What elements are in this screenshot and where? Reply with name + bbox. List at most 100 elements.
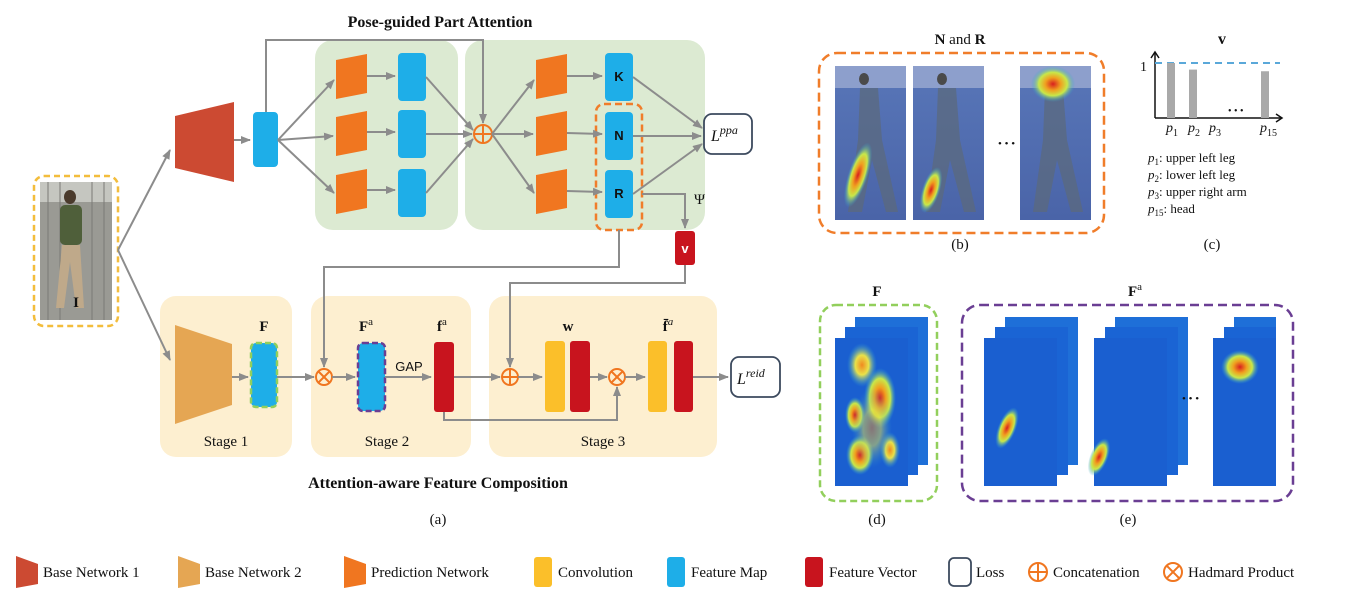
attention-image-3 [1020,66,1091,220]
input-image [40,182,112,320]
c-xlabel-0: p1 [1165,121,1178,139]
c-legend-1: p2: lower left leg [1147,167,1236,184]
concatenation-stage3 [501,368,519,386]
feature-map-1b [398,110,426,158]
c-bar-p1 [1167,63,1175,118]
feature-vector-w [570,341,590,412]
legend-hadamard-product-label: Hadmard Product [1188,565,1295,581]
legend: Base Network 1 Base Network 2 Prediction N… [16,556,1295,588]
panel-b-caption: (b) [951,237,969,253]
input-label: I [73,295,79,311]
attention-image-1 [835,66,906,220]
legend-feature-map-icon [667,557,685,587]
panel-c-axes [1150,50,1284,123]
concatenation-top [473,124,493,144]
panel-c-ellipsis: • • • [1228,106,1244,117]
panel-e-caption: (e) [1120,512,1137,528]
legend-hadamard-icon [1163,562,1183,582]
map-r-label: R [614,186,624,201]
legend-convolution-icon [534,557,552,587]
c-legend-2: p3: upper right arm [1147,184,1247,201]
feature-f-label: F [259,319,268,335]
prediction-network-1c [336,169,367,214]
v-vector [675,231,695,265]
map-n-label: N [614,128,623,143]
gap-label: GAP [395,359,422,374]
legend-prediction-network-label: Prediction Network [371,565,489,581]
attention-panel-2 [465,40,705,230]
panel-c-ytick: 1 [1140,60,1147,75]
legend-base-network-2-icon [178,556,200,588]
stage1-label: Stage 1 [204,434,249,450]
panel-c-chart: v 1 • • • p1 p2 p3 p15 p1: upper left legp2… [1140,31,1284,253]
c-xlabel-3: p15 [1259,121,1277,139]
prediction-network-1a [336,54,367,99]
panel-d-caption: (d) [868,512,886,528]
feature-fa-label: Fa [359,316,373,335]
feature-vector-fbar [674,341,693,412]
panel-e-ellipsis: • • • [1182,393,1199,405]
map-n [605,112,633,160]
stage3-label: Stage 3 [581,434,626,450]
heatmap-stack-fa-2 [1087,317,1188,486]
feature-fbar-label: f̄a [663,316,674,335]
panel-b-frame [817,51,1106,235]
map-k [605,53,633,101]
legend-base-network-1-icon [16,556,38,588]
panel-d-title: F [872,284,881,300]
legend-base-network-2: Base Network 2 [178,556,302,588]
map-k-label: K [614,69,624,84]
stage2-label: Stage 2 [365,434,410,450]
legend-feature-vector-label: Feature Vector [829,565,917,581]
prediction-network-1b [336,111,367,156]
legend-loss: Loss [948,557,1005,587]
panel-c-title: v [1218,31,1226,48]
c-bar-p2 [1189,69,1197,118]
top-section-title: Pose-guided Part Attention [348,14,533,31]
legend-base-network-1: Base Network 1 [16,556,140,588]
loss-reid-box [730,356,781,398]
legend-concatenation-label: Concatenation [1053,565,1140,581]
c-y-arrow [1150,50,1160,59]
panel-d-frame [818,303,939,503]
panel-b-ellipsis: • • • [998,138,1015,150]
c-xlabel-2: p3 [1208,121,1221,139]
loss-reid-label: Lreid [736,366,766,388]
legend-feature-map-label: Feature Map [691,565,767,581]
legend-concatenation: Concatenation [1028,562,1140,582]
feature-fa-vec-label: fa [437,316,447,335]
c-legend-3: p15: head [1147,201,1195,218]
convolution-fbar [648,341,667,412]
heatmap-stack-fa-3 [1213,317,1276,486]
panel-e-title: Fa [1128,281,1142,300]
feature-map-1c [398,169,426,217]
map-r [605,170,633,218]
feature-map-fa [356,341,387,413]
legend-feature-vector: Feature Vector [805,557,917,587]
panel-c-bars [1167,63,1269,118]
attention-image-2 [913,66,984,220]
heatmap-stack-fa-1 [984,317,1078,486]
arrows [117,39,729,421]
feature-vector-fa [434,342,454,412]
panel-b-title: N and R [935,32,986,48]
bottom-section-title: Attention-aware Feature Composition [308,475,568,492]
legend-base-network-2-label: Base Network 2 [205,565,302,581]
c-xlabel-1: p2 [1187,121,1200,139]
legend-loss-icon [948,557,972,587]
legend-feature-vector-icon [805,557,823,587]
legend-prediction-network-icon [344,556,366,588]
loss-ppa-label: Lppa [710,123,738,145]
base-network-2 [175,325,232,424]
panel-e-frame [960,303,1295,503]
legend-base-network-1-label: Base Network 1 [43,565,140,581]
c-x-arrow [1275,113,1284,123]
psi-label: Ψ [694,192,706,208]
prediction-network-2a [536,54,567,99]
heatmap-stack-f [835,317,928,486]
prediction-network-2b [536,111,567,156]
c-legend-0: p1: upper left leg [1147,150,1236,167]
loss-ppa-box [703,113,753,155]
legend-prediction-network: Prediction Network [344,556,489,588]
